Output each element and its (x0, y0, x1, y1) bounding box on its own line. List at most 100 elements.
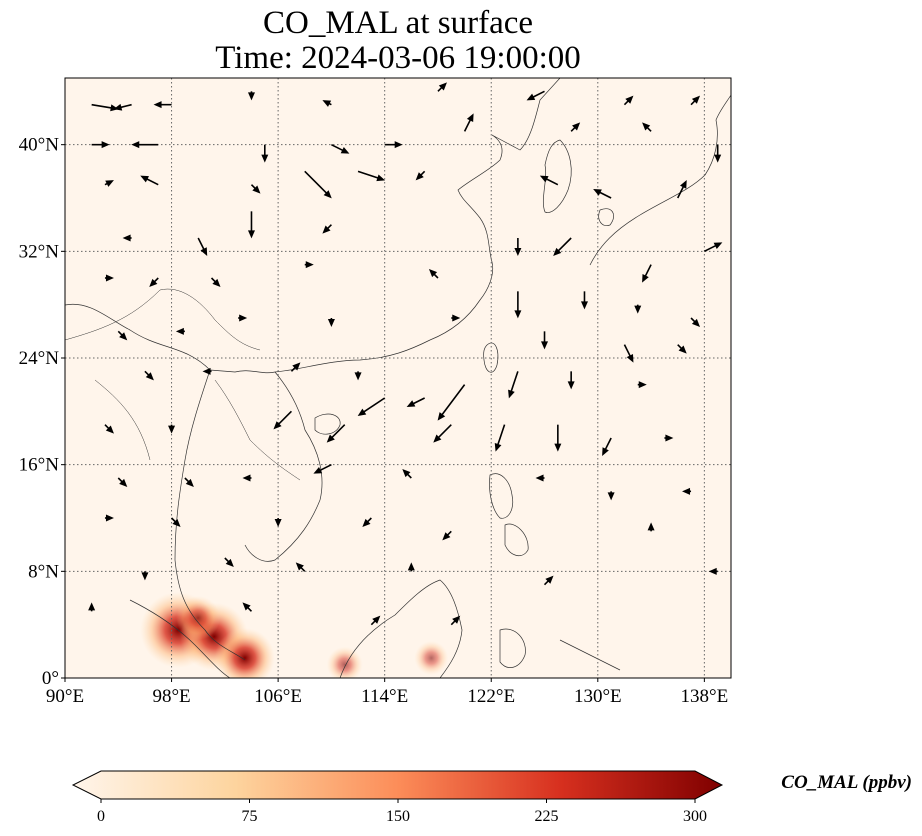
lat-tick-label: 24°N (19, 348, 60, 369)
lon-tick-label: 138°E (681, 686, 729, 707)
co-hotspot (326, 646, 363, 678)
wind-arrow (370, 615, 381, 626)
wind-arrow (274, 518, 282, 527)
wind-arrow (607, 491, 615, 501)
wind-arrow (247, 91, 255, 101)
wind-arrow (690, 317, 701, 327)
wind-arrow (514, 291, 522, 319)
wind-arrow (295, 562, 306, 572)
coastline-japan (589, 94, 731, 266)
wind-arrow (141, 571, 149, 581)
wind-arrow (402, 469, 412, 479)
wind-arrow (567, 371, 575, 390)
wind-arrow (553, 237, 572, 256)
coastline-borneo (339, 579, 463, 678)
wind-arrow (170, 517, 181, 527)
wind-arrow (322, 224, 332, 234)
wind-arrow (247, 211, 255, 239)
coastline-taiwan (483, 342, 499, 373)
colorbar-tick-label: 75 (242, 808, 258, 825)
wind-arrow (104, 514, 114, 522)
wind-arrow (261, 144, 269, 163)
wind-arrow (508, 371, 519, 399)
wind-arrow (322, 100, 332, 107)
wind-arrow (677, 344, 687, 354)
wind-arrow (242, 474, 252, 482)
wind-arrow (570, 122, 581, 132)
wind-arrow (122, 234, 132, 242)
wind-arrow (415, 170, 426, 181)
wind-arrow (437, 82, 447, 92)
wind-arrow (144, 370, 154, 381)
wind-arrow (273, 410, 293, 430)
coastline-sulawesi (499, 628, 621, 671)
wind-arrow (131, 141, 159, 149)
wind-arrow (623, 344, 634, 363)
wind-arrow (580, 291, 588, 310)
wind-arrow (384, 141, 403, 149)
wind-arrow (463, 113, 474, 132)
wind-arrow (451, 314, 461, 322)
wind-arrow (354, 371, 362, 381)
wind-arrow (637, 381, 647, 389)
wind-arrow (494, 424, 506, 452)
wind-arrow (304, 170, 332, 199)
co-hotspot (414, 641, 449, 675)
wind-arrow (202, 367, 212, 375)
lon-tick-label: 98°E (152, 686, 190, 707)
wind-arrow (714, 144, 722, 163)
lat-tick-label: 16°N (19, 455, 60, 476)
wind-arrow (543, 575, 554, 586)
wind-arrow (407, 562, 415, 572)
wind-arrow (428, 269, 439, 279)
map-background (65, 78, 731, 678)
wind-arrow (593, 189, 612, 199)
wind-arrow (327, 318, 335, 327)
wind-arrow (647, 522, 655, 532)
wind-arrow (153, 101, 172, 109)
wind-arrow (623, 95, 634, 106)
colorbar: 0 75 150 225 300 CO_MAL (ppbv) (71, 770, 912, 825)
coastline-philippines (489, 473, 529, 557)
lon-tick-label: 106°E (254, 686, 302, 707)
coastline-sumatra (129, 599, 231, 678)
wind-arrow (634, 304, 642, 314)
gridlines (65, 78, 731, 678)
lon-tick-label: 90°E (46, 686, 84, 707)
wind-arrow (210, 277, 221, 287)
wind-arrow (704, 242, 723, 253)
wind-arrow (450, 615, 461, 626)
wind-arrow (642, 264, 652, 283)
wind-arrow (113, 103, 132, 111)
colorbar-tick-label: 300 (683, 808, 707, 825)
wind-arrow (541, 331, 549, 350)
wind-arrow (326, 424, 346, 443)
wind-arrow (539, 175, 559, 186)
wind-arrow (433, 424, 452, 443)
border-lines (65, 288, 301, 481)
wind-arrow (117, 477, 128, 487)
wind-arrow (362, 517, 372, 527)
wind-arrow (682, 487, 692, 495)
wind-arrow (642, 122, 652, 132)
lat-tick-label: 0° (42, 668, 59, 689)
title-line-2: Time: 2024-03-06 19:00:00 (215, 40, 581, 76)
wind-arrow (708, 567, 718, 575)
wind-arrow (117, 330, 128, 341)
wind-arrow (197, 237, 208, 256)
lat-tick-label: 8°N (28, 561, 59, 582)
colorbar-body (71, 770, 724, 800)
wind-arrow (290, 362, 301, 372)
lon-tick-label: 130°E (574, 686, 622, 707)
coastline-korea (542, 139, 572, 213)
wind-arrow (140, 175, 159, 186)
wind-arrow (91, 141, 110, 149)
wind-arrow (514, 238, 522, 256)
colorbar-tick-label: 150 (386, 808, 410, 825)
wind-arrow (526, 90, 545, 101)
lon-tick-label: 114°E (361, 686, 408, 707)
coastline-layer (65, 78, 731, 678)
wind-arrow (442, 530, 452, 541)
latitude-ticks: 0° 8°N 16°N 24°N 32°N 40°N (19, 135, 65, 689)
